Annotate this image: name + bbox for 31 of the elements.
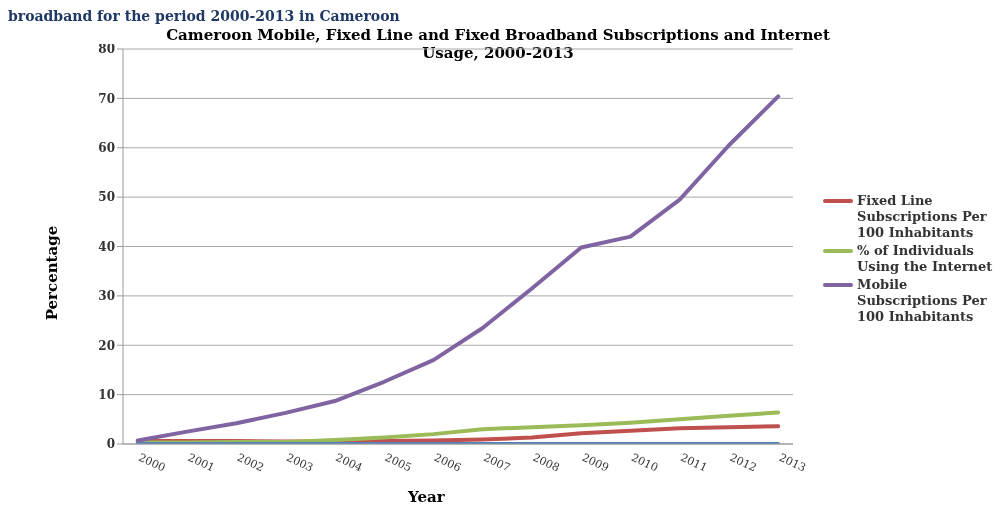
x-tick-label: 2009 [579,450,611,475]
x-tick-label: 2004 [333,450,365,475]
legend-label: Fixed Line Subscriptions Per 100 Inhabitants [857,193,988,241]
y-tick-label: 10 [98,387,115,402]
x-tick-label: 2006 [432,450,463,475]
y-tick-label: 60 [98,141,115,156]
x-tick-label: 2005 [382,450,414,475]
x-tick-label: 2003 [284,450,316,475]
text: broadband for the period 2000-2013 in Cameroon [8,8,400,24]
x-tick-label: 2000 [136,450,168,475]
x-tick-label: 2011 [678,450,710,475]
legend-label: % of Individuals Using the Internet [857,243,994,275]
x-tick-label: 2002 [235,450,266,475]
legend-label: Mobile Subscriptions Per 100 Inhabitants [857,277,988,325]
y-tick-label: 40 [98,239,115,254]
y-axis-title: Percentage [43,225,61,321]
x-tick-label: 2001 [185,450,217,475]
y-tick-label: 80 [98,42,115,57]
x-tick-label: 2013 [776,450,808,475]
x-tick-label: 2008 [530,450,562,475]
y-tick-label: 20 [98,338,115,353]
y-tick-label: 50 [98,190,115,205]
x-tick-label: 2007 [481,450,513,475]
chart-title: Cameroon Mobile, Fixed Line and Fixed Broadband Subscriptions and Internet Usage, 2000-2013 [165,26,831,62]
line-series [135,94,781,443]
x-tick-label: 2012 [727,450,759,475]
y-tick-label: 0 [106,437,115,452]
y-tick-label: 70 [98,91,115,106]
x-axis-title: Year [408,488,445,506]
x-tick-label: 2010 [629,450,661,475]
y-tick-label: 30 [98,289,115,304]
